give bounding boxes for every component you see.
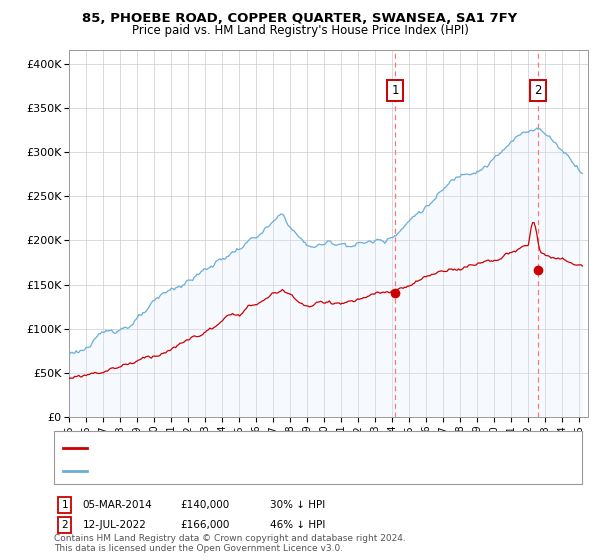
Text: 05-MAR-2014: 05-MAR-2014 [83, 500, 152, 510]
Text: 46% ↓ HPI: 46% ↓ HPI [270, 520, 325, 530]
Text: Price paid vs. HM Land Registry's House Price Index (HPI): Price paid vs. HM Land Registry's House … [131, 24, 469, 36]
Text: 1: 1 [391, 83, 399, 97]
Text: Contains HM Land Registry data © Crown copyright and database right 2024.
This d: Contains HM Land Registry data © Crown c… [54, 534, 406, 553]
Text: £140,000: £140,000 [180, 500, 229, 510]
Text: 85, PHOEBE ROAD, COPPER QUARTER,  SWANSEA, SA1 7FY (detached house): 85, PHOEBE ROAD, COPPER QUARTER, SWANSEA… [92, 443, 494, 453]
Text: 30% ↓ HPI: 30% ↓ HPI [270, 500, 325, 510]
Text: £166,000: £166,000 [180, 520, 229, 530]
Text: 2: 2 [61, 520, 68, 530]
Text: 12-JUL-2022: 12-JUL-2022 [83, 520, 146, 530]
Text: HPI: Average price, detached house, Swansea: HPI: Average price, detached house, Swan… [92, 466, 331, 476]
Text: 2: 2 [534, 83, 541, 97]
Text: 1: 1 [61, 500, 68, 510]
Text: 85, PHOEBE ROAD, COPPER QUARTER, SWANSEA, SA1 7FY: 85, PHOEBE ROAD, COPPER QUARTER, SWANSEA… [82, 12, 518, 25]
